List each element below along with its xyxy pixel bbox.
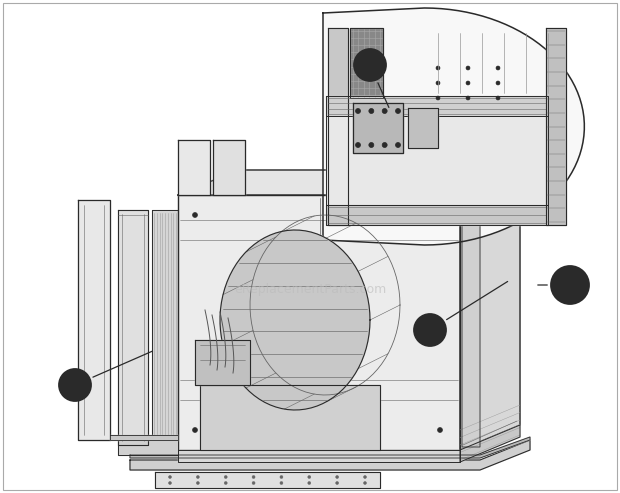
Circle shape: [382, 142, 387, 147]
Polygon shape: [460, 425, 520, 462]
Polygon shape: [130, 440, 530, 470]
Circle shape: [382, 108, 387, 113]
Circle shape: [363, 482, 366, 485]
Polygon shape: [118, 210, 148, 445]
Polygon shape: [118, 440, 178, 455]
Polygon shape: [326, 96, 548, 116]
Circle shape: [436, 66, 440, 70]
Circle shape: [308, 482, 311, 485]
Polygon shape: [326, 205, 548, 225]
Polygon shape: [213, 140, 245, 195]
Circle shape: [496, 81, 500, 85]
Circle shape: [414, 314, 446, 346]
Circle shape: [363, 476, 366, 479]
Circle shape: [466, 96, 470, 100]
Circle shape: [308, 476, 311, 479]
Circle shape: [280, 476, 283, 479]
Polygon shape: [152, 210, 178, 440]
Text: 11: 11: [422, 323, 438, 337]
Circle shape: [438, 427, 443, 432]
Circle shape: [466, 81, 470, 85]
Polygon shape: [178, 170, 520, 195]
Circle shape: [369, 108, 374, 113]
Circle shape: [551, 266, 589, 304]
Circle shape: [169, 476, 172, 479]
Polygon shape: [460, 170, 520, 450]
Polygon shape: [353, 103, 403, 153]
Text: eReplacementParts.com: eReplacementParts.com: [234, 283, 386, 296]
Circle shape: [396, 108, 401, 113]
Circle shape: [438, 212, 443, 217]
Circle shape: [496, 96, 500, 100]
Polygon shape: [350, 28, 383, 98]
Polygon shape: [195, 340, 250, 385]
Polygon shape: [110, 435, 178, 440]
Circle shape: [192, 212, 198, 217]
Circle shape: [335, 482, 339, 485]
Circle shape: [169, 482, 172, 485]
Circle shape: [466, 66, 470, 70]
Circle shape: [224, 482, 227, 485]
Polygon shape: [178, 450, 460, 462]
Circle shape: [354, 49, 386, 81]
Circle shape: [252, 482, 255, 485]
Circle shape: [355, 108, 360, 113]
Polygon shape: [328, 28, 348, 225]
Circle shape: [436, 96, 440, 100]
Circle shape: [496, 66, 500, 70]
Circle shape: [197, 476, 200, 479]
Text: 15: 15: [362, 59, 378, 71]
Polygon shape: [462, 205, 480, 447]
Circle shape: [335, 476, 339, 479]
Polygon shape: [178, 195, 460, 450]
Text: 41c: 41c: [559, 279, 582, 291]
Polygon shape: [408, 108, 438, 148]
Circle shape: [355, 142, 360, 147]
Polygon shape: [130, 437, 530, 458]
Circle shape: [59, 369, 91, 401]
Polygon shape: [323, 8, 584, 245]
Circle shape: [192, 427, 198, 432]
Circle shape: [396, 142, 401, 147]
Circle shape: [197, 482, 200, 485]
Polygon shape: [220, 230, 370, 410]
Circle shape: [436, 81, 440, 85]
Polygon shape: [200, 385, 380, 450]
Polygon shape: [546, 28, 566, 225]
Circle shape: [224, 476, 227, 479]
Circle shape: [252, 476, 255, 479]
Text: 10: 10: [67, 379, 83, 391]
Polygon shape: [178, 140, 210, 195]
Polygon shape: [326, 116, 548, 205]
Polygon shape: [155, 472, 380, 488]
Circle shape: [280, 482, 283, 485]
Circle shape: [369, 142, 374, 147]
Polygon shape: [78, 200, 110, 440]
